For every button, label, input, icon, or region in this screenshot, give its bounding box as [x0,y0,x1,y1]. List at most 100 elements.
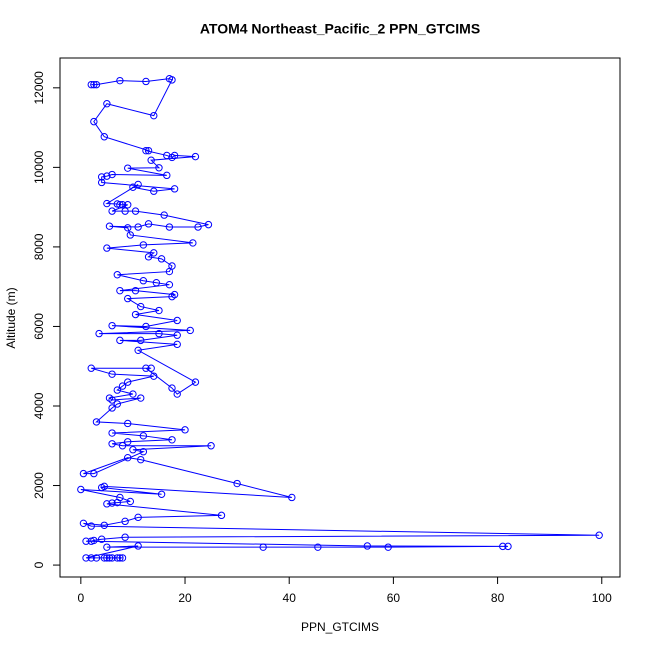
x-tick-label: 60 [387,591,401,605]
point [103,100,111,108]
point [168,384,176,392]
point [118,201,127,209]
point [204,220,213,229]
point [113,386,122,394]
point [139,241,148,249]
point [157,255,166,263]
point [150,111,158,120]
point [142,364,150,372]
point [384,543,392,551]
point [82,537,90,545]
point [103,543,111,551]
point [173,340,181,349]
y-tick-label: 0 [32,561,46,568]
point [160,211,168,219]
point [363,542,372,550]
point [113,400,122,408]
point [168,76,176,84]
point [217,511,226,520]
point [165,223,174,231]
point [124,164,132,172]
point [126,497,135,506]
y-tick-label: 4000 [32,392,46,419]
point [173,316,181,325]
point [103,244,111,252]
point [134,542,142,550]
point [121,517,129,526]
point [131,310,140,319]
point [194,223,202,231]
point [144,146,153,155]
point [79,469,88,478]
x-tick-label: 100 [592,591,612,605]
point [108,370,116,378]
point [129,390,137,398]
point [113,271,122,279]
point [134,346,142,355]
point [142,146,150,155]
y-tick-label: 8000 [32,233,46,260]
point [155,329,163,338]
point [124,224,132,232]
point [152,279,161,287]
point [314,543,322,551]
point [124,419,132,428]
point [173,390,181,398]
point [504,542,512,551]
point [181,426,189,434]
point [137,302,145,311]
point [124,294,132,303]
point [191,152,200,161]
point [113,554,122,562]
point [139,432,148,440]
point [155,306,163,315]
point [233,479,241,488]
point [118,554,127,562]
point [121,207,129,215]
point [97,483,106,492]
point [108,396,116,404]
point [137,336,145,345]
point [108,321,116,330]
y-tick-label: 6000 [32,313,46,340]
point [97,178,106,187]
point [87,80,95,89]
point [137,455,145,464]
series-line [80,78,600,559]
point [595,531,603,539]
point [105,554,114,562]
point [147,156,155,164]
point [116,76,124,85]
point [103,199,111,208]
point [124,453,132,462]
point [100,521,108,529]
point [134,513,142,522]
point [186,326,194,335]
point [288,493,296,502]
point [165,280,174,289]
point [124,201,132,209]
y-tick-label: 2000 [32,472,46,499]
point [100,133,108,141]
point [144,253,153,261]
point [82,554,90,562]
point [103,500,111,508]
point [87,537,95,545]
point [92,80,101,89]
point [150,372,158,380]
x-tick-label: 20 [178,591,192,605]
point [131,207,140,215]
plot-frame [59,57,621,578]
point [79,519,88,528]
point [144,220,153,228]
point [170,151,179,160]
point [100,554,108,562]
point [150,187,158,195]
point [87,522,95,530]
point [134,180,142,189]
point [150,249,158,257]
point [116,201,124,209]
point [189,239,197,247]
y-axis-label: Altitude (m) [4,287,18,348]
point [87,554,95,562]
